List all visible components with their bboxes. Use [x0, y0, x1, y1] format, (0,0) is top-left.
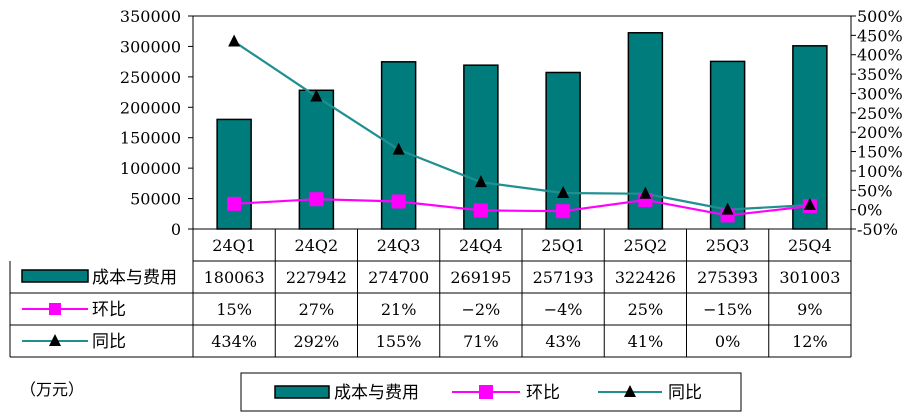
qoq-point-24Q4 — [473, 203, 488, 218]
yoy-point-24Q2 — [310, 89, 323, 102]
right-axis-label: -50% — [857, 220, 898, 239]
row-legend-qoq-marker — [49, 303, 61, 315]
right-axis-label: 400% — [857, 46, 903, 65]
category-label-24Q4: 24Q4 — [459, 236, 503, 255]
category-label-25Q4: 25Q4 — [788, 236, 832, 255]
legend-label-yoy: 同比 — [668, 383, 702, 403]
plot-frame — [192, 15, 852, 230]
left-axis-label: 150000 — [120, 129, 181, 148]
left-axis-label: 100000 — [120, 159, 181, 178]
yoy-point-24Q4 — [474, 175, 487, 188]
yoy-point-25Q1 — [557, 185, 570, 198]
right-axis-label: 500% — [857, 7, 903, 26]
legend-qoq-marker — [479, 385, 493, 399]
bar-24Q4 — [463, 64, 499, 230]
table-cell: 27% — [299, 300, 335, 319]
right-axis-label: 150% — [857, 143, 903, 162]
table-cell: 275393 — [697, 268, 758, 287]
category-label-25Q1: 25Q1 — [541, 236, 585, 255]
table-row-label: 同比 — [92, 332, 126, 352]
table-cell: 180063 — [204, 268, 265, 287]
legend-yoy-marker — [624, 385, 636, 397]
table-cell: 12% — [792, 332, 828, 351]
row-legend-yoy-marker — [49, 334, 61, 346]
table-cell: 274700 — [368, 268, 429, 287]
right-axis-label: 200% — [857, 123, 903, 142]
category-label-25Q3: 25Q3 — [706, 236, 750, 255]
category-label-24Q2: 24Q2 — [295, 236, 339, 255]
table-cell: −4% — [544, 300, 583, 319]
yoy-point-25Q4 — [803, 197, 816, 210]
table-cell: 71% — [463, 332, 499, 351]
qoq-point-24Q2 — [309, 192, 324, 207]
legend-bar-swatch — [274, 385, 330, 399]
right-axis-label: 300% — [857, 84, 903, 103]
table-cell: 301003 — [779, 268, 840, 287]
right-axis-label: 0% — [857, 201, 882, 220]
left-axis-label: 50000 — [130, 190, 181, 209]
table-cell: −2% — [461, 300, 500, 319]
row-legend-bar-swatch — [21, 269, 89, 283]
table-cell: 269195 — [450, 268, 511, 287]
left-axis-label: 250000 — [120, 68, 181, 87]
qoq-line — [234, 198, 810, 217]
table-cell: 0% — [715, 332, 740, 351]
category-label-25Q2: 25Q2 — [624, 236, 668, 255]
table-cell: 292% — [294, 332, 340, 351]
bar-25Q3 — [709, 60, 746, 230]
table-cell: 322426 — [615, 268, 676, 287]
category-label-24Q3: 24Q3 — [377, 236, 421, 255]
left-axis-label: 350000 — [120, 7, 181, 26]
legend-label-cost: 成本与费用 — [334, 383, 419, 403]
yoy-point-25Q3 — [721, 202, 734, 215]
table-cell: 227942 — [286, 268, 347, 287]
table-cell: 21% — [381, 300, 417, 319]
table-row-label: 成本与费用 — [92, 268, 177, 288]
table-cell: 9% — [797, 300, 822, 319]
yoy-line — [233, 40, 810, 211]
yoy-point-24Q3 — [392, 142, 405, 155]
table-cell: 257193 — [533, 268, 594, 287]
left-axis-label: 200000 — [120, 98, 181, 117]
category-label-24Q1: 24Q1 — [212, 236, 256, 255]
legend-label-qoq: 环比 — [526, 383, 560, 403]
bar-24Q2 — [298, 89, 335, 230]
table-cell: 41% — [628, 332, 664, 351]
right-axis-label: 350% — [857, 65, 903, 84]
table-cell: 43% — [545, 332, 581, 351]
yoy-point-24Q1 — [228, 34, 241, 47]
table-cell: 25% — [628, 300, 664, 319]
qoq-point-24Q1 — [227, 196, 242, 211]
bar-24Q1 — [216, 118, 252, 230]
table-cell: −15% — [703, 300, 752, 319]
left-axis-label: 300000 — [120, 37, 181, 56]
left-axis-label: 0 — [171, 220, 181, 239]
yoy-point-25Q2 — [639, 186, 652, 199]
table-cell: 155% — [376, 332, 422, 351]
unit-label: （万元） — [20, 380, 85, 399]
qoq-point-24Q3 — [391, 194, 406, 209]
right-axis-label: 250% — [857, 104, 903, 123]
right-axis-label: 450% — [857, 26, 903, 45]
qoq-point-25Q1 — [556, 204, 571, 219]
table-row-label: 环比 — [92, 300, 126, 320]
table-cell: 15% — [216, 300, 252, 319]
right-axis-label: 100% — [857, 162, 903, 181]
bar-25Q1 — [545, 71, 581, 230]
table-cell: 434% — [211, 332, 257, 351]
right-axis-label: 50% — [857, 181, 893, 200]
